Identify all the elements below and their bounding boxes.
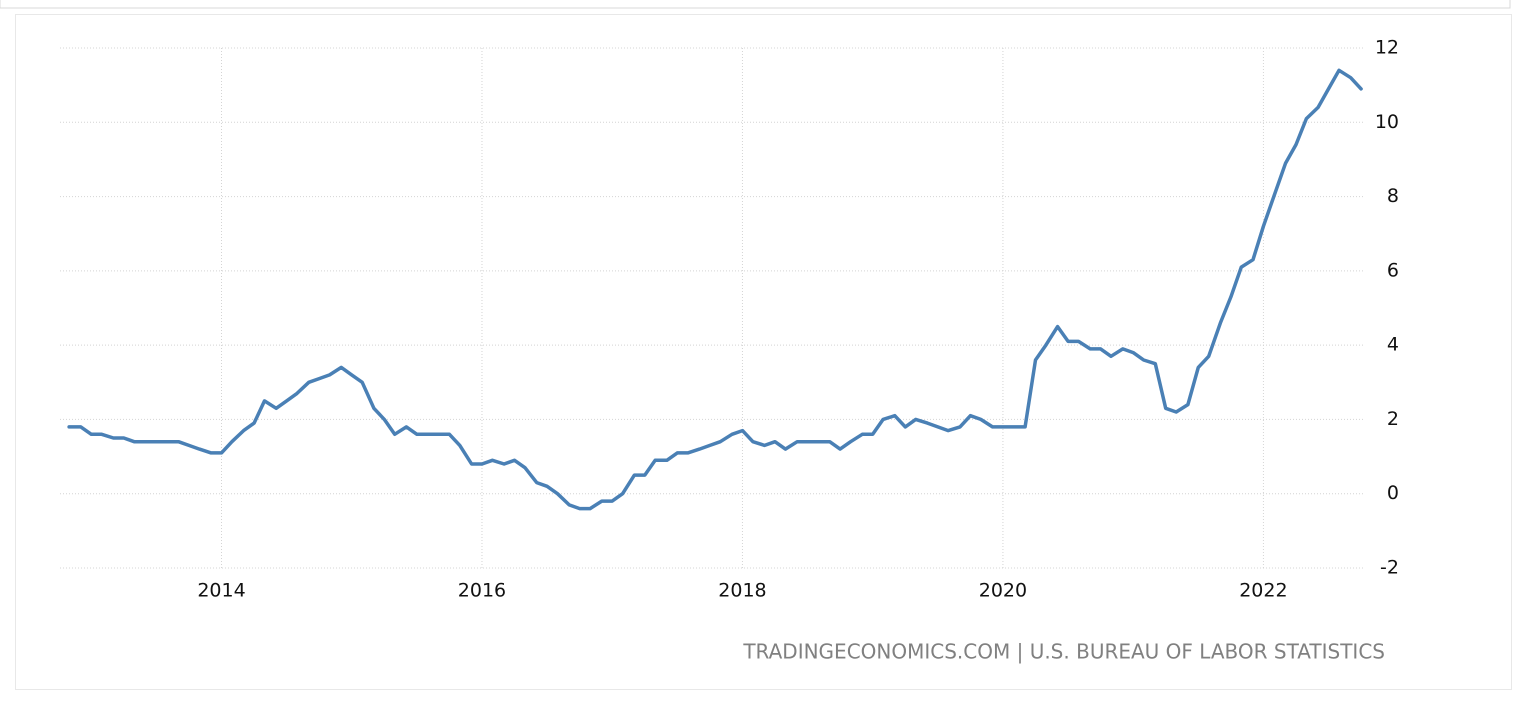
- y-tick-label: -2: [1380, 557, 1399, 579]
- x-tick-label: 2018: [718, 580, 766, 602]
- source: TRADINGECONOMICS.COM | U.S. BUREAU OF LA…: [742, 640, 1385, 664]
- top-panel: [0, 0, 1511, 9]
- y-tick-label: 0: [1387, 482, 1399, 504]
- x-tick-label: 2020: [979, 580, 1027, 602]
- x-tick-label: 2016: [458, 580, 506, 602]
- y-tick-label: 8: [1387, 185, 1399, 207]
- y-tick-label: 4: [1387, 334, 1399, 356]
- y-tick-label: 2: [1387, 408, 1399, 430]
- x-tick-label: 2014: [197, 580, 245, 602]
- x-tick-label: 2022: [1239, 580, 1287, 602]
- data-line: [67, 68, 1363, 511]
- y-tick-label: 12: [1375, 37, 1399, 59]
- y-tick-label: 6: [1387, 259, 1399, 281]
- y-tick-label: 10: [1375, 111, 1399, 133]
- chart-panel: [15, 14, 1512, 690]
